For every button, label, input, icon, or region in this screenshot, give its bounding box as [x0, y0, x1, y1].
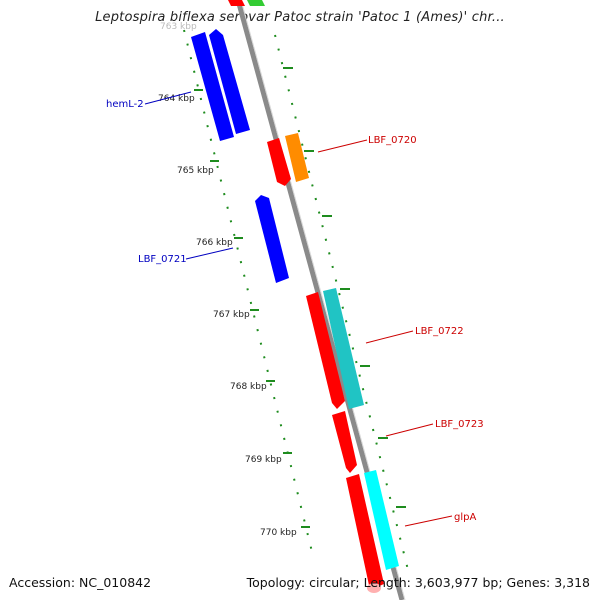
kbp-label: 770 kbp: [260, 528, 297, 538]
kbp-label: 769 kbp: [245, 455, 282, 465]
kbp-label: 768 kbp: [230, 382, 267, 392]
gene-feature-orange[interactable]: [285, 133, 309, 182]
gene-label-LBF_0720[interactable]: LBF_0720: [368, 135, 417, 146]
gene-feature-LBF_0723[interactable]: [332, 411, 357, 473]
inner-tick-rail: [274, 34, 409, 571]
kbp-label: 765 kbp: [177, 166, 214, 176]
gene-feature-teal[interactable]: [323, 288, 364, 409]
gene-feature-red[interactable]: [228, 0, 245, 6]
gene-feature-hemL-2-a[interactable]: [191, 32, 234, 141]
gene-label-LBF_0721[interactable]: LBF_0721: [138, 254, 187, 265]
genome-stats-text: Topology: circular; Length: 3,603,977 bp…: [246, 575, 590, 590]
accession-text: Accession: NC_010842: [9, 575, 152, 590]
kbp-tick-marks: [194, 67, 406, 528]
leader-LBF_0720: [317, 139, 368, 153]
leader-glpA: [404, 515, 453, 527]
leader-hemL-2: [144, 91, 192, 105]
gene-label-LBF_0722[interactable]: LBF_0722: [415, 326, 464, 337]
leader-LBF_0721: [185, 247, 234, 260]
gene-feature-hemL-2-b[interactable]: [209, 29, 250, 134]
kbp-label: 766 kbp: [196, 238, 233, 248]
kbp-label: 767 kbp: [213, 310, 250, 320]
gene-feature-cyan[interactable]: [364, 470, 399, 570]
gene-feature-red[interactable]: [306, 292, 345, 409]
gene-feature-green[interactable]: [247, 0, 265, 6]
kbp-label: 763 kbp: [160, 22, 197, 32]
gene-feature-pink[interactable]: [367, 583, 381, 593]
gene-feature-red[interactable]: [267, 138, 291, 186]
kbp-label: 764 kbp: [158, 94, 195, 104]
gene-label-LBF_0723[interactable]: LBF_0723: [435, 419, 484, 430]
gene-feature-LBF_0721[interactable]: [255, 195, 289, 283]
map-title: Leptospira biflexa serovar Patoc strain …: [95, 10, 505, 25]
gene-label-glpA[interactable]: glpA: [454, 512, 476, 523]
outer-tick-rail: [183, 29, 315, 561]
gene-label-hemL-2[interactable]: hemL-2: [106, 99, 144, 110]
leader-LBF_0723: [385, 423, 434, 437]
leader-LBF_0722: [365, 330, 414, 344]
gene-feature-red[interactable]: [346, 474, 384, 590]
